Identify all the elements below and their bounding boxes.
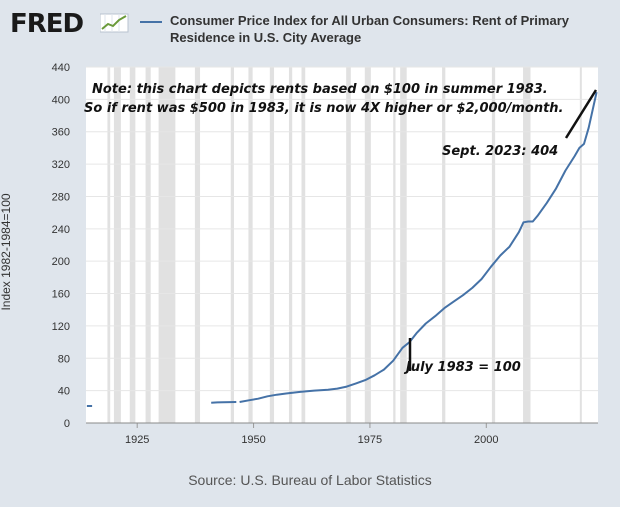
recession-band bbox=[288, 67, 293, 423]
recession-band bbox=[158, 67, 176, 423]
y-tick-label: 160 bbox=[52, 289, 70, 301]
y-tick-label: 400 bbox=[52, 94, 70, 106]
recession-band bbox=[364, 67, 371, 423]
series-line bbox=[211, 401, 237, 404]
y-tick-label: 80 bbox=[58, 353, 70, 365]
legend-label[interactable]: Consumer Price Index for All Urban Consu… bbox=[170, 13, 569, 45]
recession-band bbox=[301, 67, 306, 423]
y-tick-label: 120 bbox=[52, 321, 70, 333]
y-tick-label: 360 bbox=[52, 127, 70, 139]
fred-logo-graph-icon bbox=[100, 13, 129, 33]
annotation-sept2023-pointer bbox=[564, 89, 598, 139]
y-tick-label: 320 bbox=[52, 159, 70, 171]
source-note: Source: U.S. Bureau of Labor Statistics bbox=[188, 472, 432, 488]
recession-band bbox=[579, 67, 582, 423]
y-tick-label: 240 bbox=[52, 224, 70, 236]
y-tick-label: 40 bbox=[58, 386, 70, 398]
x-tick-label: 2000 bbox=[474, 434, 498, 446]
y-tick-label: 440 bbox=[52, 62, 70, 74]
recession-band bbox=[442, 67, 446, 423]
annotation-july1983: July 1983 = 100 bbox=[403, 360, 521, 375]
recession-band bbox=[269, 67, 275, 423]
y-tick-label: 200 bbox=[52, 256, 70, 268]
y-tick-label: 0 bbox=[64, 418, 70, 430]
recession-band bbox=[107, 67, 111, 423]
recession-band bbox=[194, 67, 201, 423]
x-tick-label: 1975 bbox=[358, 434, 382, 446]
gridlines bbox=[86, 66, 598, 392]
fred-logo: FRED bbox=[10, 9, 84, 39]
recession-bands bbox=[107, 67, 582, 423]
recession-band bbox=[491, 67, 496, 423]
annotation-note-line2: So if rent was $500 in 1983, it is now 4… bbox=[84, 101, 564, 116]
axes: 0 40 80 120 160 200 240 280 320 360 400 440 1925 1950… bbox=[52, 62, 598, 446]
annotation-note-line1: Note: this chart depicts rents based on … bbox=[92, 82, 548, 97]
chart-header: FRED Consumer Price Index for All Urban … bbox=[0, 0, 620, 60]
recession-band bbox=[523, 67, 531, 423]
recession-band bbox=[400, 67, 407, 423]
x-tick-label: 1925 bbox=[125, 434, 149, 446]
recession-band bbox=[145, 67, 151, 423]
recession-band bbox=[113, 67, 121, 423]
annotations: Note: this chart depicts rents based on … bbox=[84, 82, 598, 375]
series-layer bbox=[86, 91, 598, 407]
annotation-sept2023: Sept. 2023: 404 bbox=[442, 144, 558, 159]
recession-band bbox=[248, 67, 253, 423]
x-tick-label: 1950 bbox=[241, 434, 265, 446]
recession-band bbox=[346, 67, 351, 423]
series-line bbox=[239, 91, 598, 403]
legend-swatch bbox=[140, 21, 162, 23]
recession-band bbox=[393, 67, 396, 423]
y-tick-label: 280 bbox=[52, 191, 70, 203]
recession-band bbox=[230, 67, 235, 423]
recession-band bbox=[129, 67, 136, 423]
